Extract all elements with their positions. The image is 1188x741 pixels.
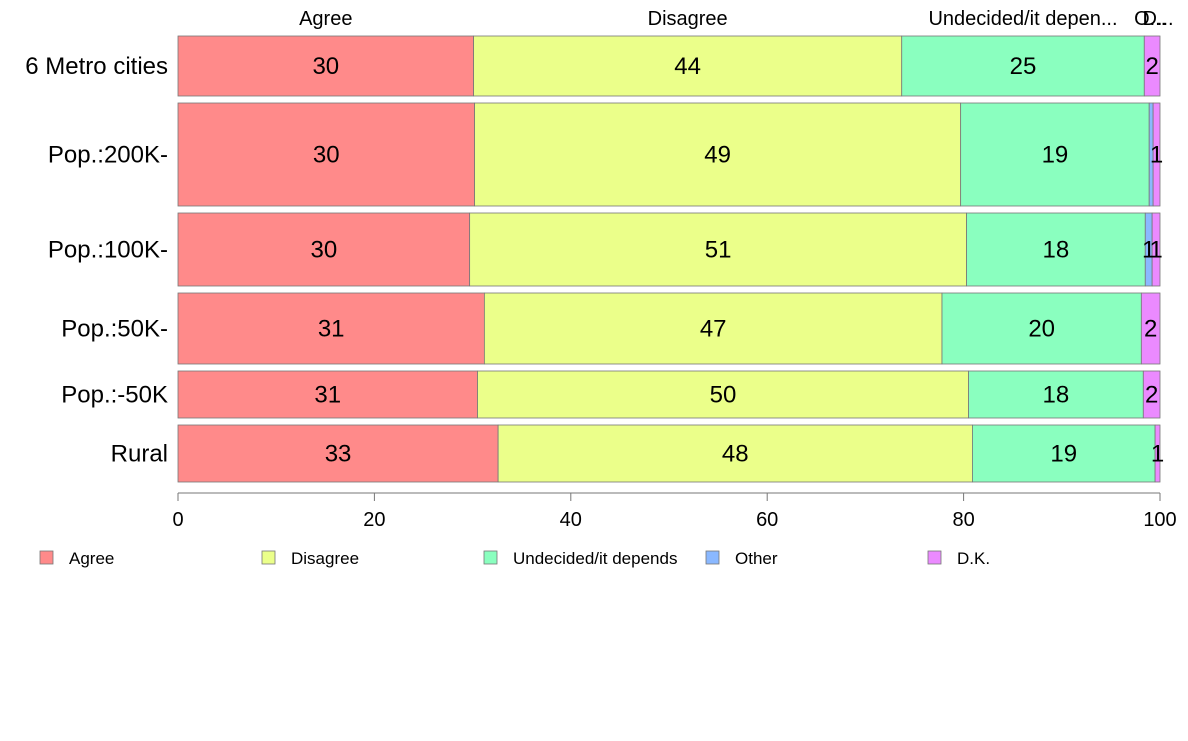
top-series-label: Disagree [648,8,728,30]
legend-label: D.K. [957,549,990,568]
data-label: 30 [313,142,340,169]
legend-swatch [483,550,498,565]
bar-segment [177,292,485,365]
x-tick-label: 80 [952,509,974,531]
x-tick-label: 0 [172,509,183,531]
category-label: Rural [111,441,168,468]
legend-swatch [261,550,276,565]
data-label: 2 [1144,316,1157,343]
legend-swatch [705,550,720,565]
data-label: 49 [704,142,731,169]
bar-segment [474,102,962,207]
bar-segment [1140,292,1161,365]
data-label: 19 [1050,441,1077,468]
bar-segment [968,370,1144,419]
bar-segment [941,292,1142,365]
legend-label: Disagree [291,549,359,568]
data-label: 47 [700,316,727,343]
bar-segment [960,102,1150,207]
category-label: Pop.:-50K [61,382,168,409]
bar-segment [177,370,478,419]
legend-swatch [39,550,54,565]
data-label: 20 [1028,316,1055,343]
bar-segment [483,292,943,365]
data-label: 30 [312,53,339,80]
bar-segment [473,35,903,97]
data-label: 18 [1043,382,1070,409]
data-label: 2 [1145,382,1158,409]
bar-segment [469,212,967,287]
data-label: 30 [310,237,337,264]
bar-segment [1151,212,1161,287]
data-label: 33 [325,441,352,468]
bar-segment [497,424,973,483]
x-tick-label: 100 [1143,509,1176,531]
data-label: 31 [314,382,341,409]
legend-swatch [927,550,942,565]
bar-segment [1152,102,1161,207]
data-label: 2 [1145,53,1158,80]
bar-segment [177,102,475,207]
category-label: 6 Metro cities [25,53,168,80]
bar-segment [477,370,969,419]
top-series-label: Agree [299,8,352,30]
data-label: 31 [318,316,345,343]
category-label: Pop.:100K- [48,237,168,264]
bar-segment [1154,424,1161,483]
x-tick-label: 60 [756,509,778,531]
data-label: 48 [722,441,749,468]
data-label: 51 [705,237,732,264]
data-label: 19 [1042,142,1069,169]
legend-label: Undecided/it depends [513,549,677,568]
top-series-label: Undecided/it depen... [928,8,1117,30]
data-label: 25 [1010,53,1037,80]
legend-label: Other [735,549,778,568]
data-label: 50 [710,382,737,409]
category-label: Pop.:50K- [61,316,168,343]
legend-label: Agree [69,549,114,568]
bar-segment [177,212,471,287]
top-series-label: D... [1142,8,1173,30]
data-label: 44 [674,53,701,80]
top-series-label: O... [1134,8,1166,30]
x-tick-label: 20 [363,509,385,531]
bar-segment [1143,35,1161,97]
bar-segment [972,424,1156,483]
x-tick-label: 40 [560,509,582,531]
bar-segment [1142,370,1161,419]
data-label: 1 [1151,441,1164,468]
category-label: Pop.:200K- [48,142,168,169]
data-label: 1 [1150,142,1163,169]
data-label: 18 [1043,237,1070,264]
bar-segment [966,212,1146,287]
data-label: 1 [1149,237,1162,264]
